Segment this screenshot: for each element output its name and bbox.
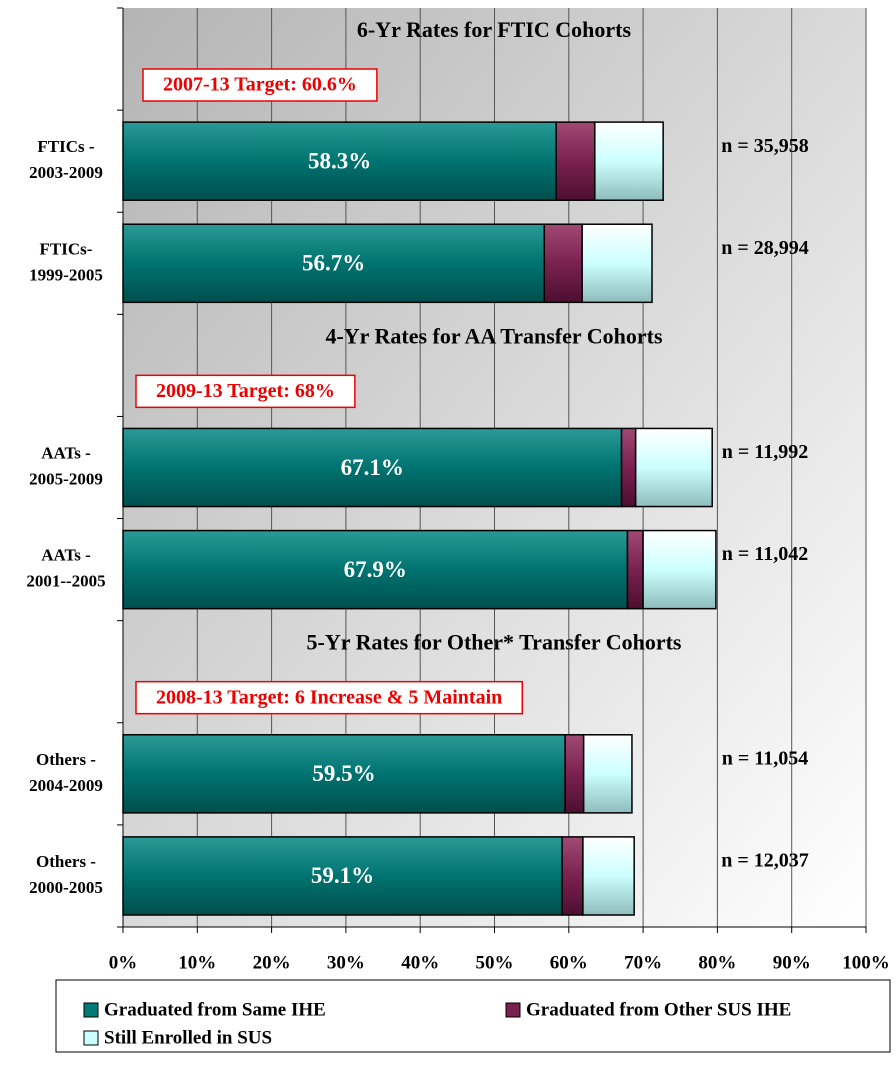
y-tick-label-line: 2003-2009 xyxy=(29,163,103,182)
legend-label: Graduated from Other SUS IHE xyxy=(526,999,791,1020)
bar-segment xyxy=(543,223,583,304)
bar-segment xyxy=(581,223,653,304)
bar-segment xyxy=(122,529,629,610)
legend-label: Graduated from Same IHE xyxy=(104,999,326,1020)
target-label: 2007-13 Target: 60.6% xyxy=(163,74,357,96)
y-tick-label: AATs - 2005-2009 xyxy=(29,443,103,488)
x-tick-label: 10% xyxy=(178,952,216,973)
y-tick-label-line: 2000-2005 xyxy=(29,878,103,897)
bar-segment xyxy=(634,427,713,508)
legend-box xyxy=(55,979,891,1053)
bar-segment xyxy=(122,427,623,508)
section-title: 6-Yr Rates for FTIC Cohorts xyxy=(357,17,632,42)
y-tick-label-line: FTICs - xyxy=(37,137,94,156)
bar-segment xyxy=(582,734,633,814)
bar-segment xyxy=(122,223,546,304)
bar-segment xyxy=(122,836,563,916)
bar-segment xyxy=(122,121,557,201)
data-label: 58.3% xyxy=(308,148,371,173)
bar-segment xyxy=(642,529,717,610)
y-tick-label-line: AATs - xyxy=(41,443,91,462)
y-tick-label-line: Others - xyxy=(36,852,96,871)
legend-swatch xyxy=(505,1002,521,1018)
bar-segment xyxy=(626,529,644,610)
y-tick-label-line: 2005-2009 xyxy=(29,469,103,488)
y-tick-label: FTICs- 1999-2005 xyxy=(29,239,103,284)
y-tick-label: Others - 2000-2005 xyxy=(29,852,103,897)
data-label: 59.1% xyxy=(311,863,374,888)
x-tick-label: 30% xyxy=(327,952,365,973)
y-tick-label: AATs - 2001--2005 xyxy=(26,546,105,591)
target-label: 2009-13 Target: 68% xyxy=(156,380,335,402)
x-tick-label: 80% xyxy=(698,952,736,973)
legend-swatch xyxy=(83,1002,99,1018)
y-tick-label-line: 1999-2005 xyxy=(29,265,103,284)
x-tick-label: 100% xyxy=(842,952,890,973)
legend-swatch xyxy=(83,1030,99,1046)
bar-segment xyxy=(582,836,635,916)
n-label: n = 12,037 xyxy=(721,850,809,872)
data-label: 67.1% xyxy=(341,455,404,480)
y-tick-label: FTICs - 2003-2009 xyxy=(29,137,103,182)
x-tick-label: 90% xyxy=(773,952,811,973)
x-tick-label: 50% xyxy=(476,952,514,973)
x-tick-label: 40% xyxy=(401,952,439,973)
target-box xyxy=(142,68,378,102)
bar-segment xyxy=(564,734,585,814)
bar-segment xyxy=(561,836,584,916)
x-tick-label: 60% xyxy=(550,952,588,973)
data-label: 56.7% xyxy=(302,251,365,276)
section-title: 4-Yr Rates for AA Transfer Cohorts xyxy=(325,323,663,348)
y-tick-label-line: Others - xyxy=(36,750,96,769)
y-tick-label-line: 2004-2009 xyxy=(29,776,103,795)
x-tick-label: 20% xyxy=(253,952,291,973)
x-tick-label: 70% xyxy=(624,952,662,973)
legend-label: Still Enrolled in SUS xyxy=(104,1027,272,1048)
bar-segment xyxy=(620,427,637,508)
n-label: n = 28,994 xyxy=(721,237,809,259)
y-tick-label-line: 2001--2005 xyxy=(26,572,105,591)
target-box xyxy=(135,374,356,409)
data-label: 67.9% xyxy=(344,557,407,582)
bar-segment xyxy=(555,121,596,201)
n-label: n = 11,042 xyxy=(722,543,808,565)
y-tick-label: Others - 2004-2009 xyxy=(29,750,103,795)
data-label: 59.5% xyxy=(312,761,375,786)
bar-segment xyxy=(122,734,566,814)
section-title: 5-Yr Rates for Other* Transfer Cohorts xyxy=(307,630,682,655)
n-label: n = 11,054 xyxy=(722,747,808,769)
y-tick-label-line: FTICs- xyxy=(40,239,93,258)
n-label: n = 35,958 xyxy=(721,135,809,157)
target-label: 2008-13 Target: 6 Increase & 5 Maintain xyxy=(156,686,502,708)
x-tick-label: 0% xyxy=(109,952,138,973)
target-box xyxy=(135,680,524,715)
n-label: n = 11,992 xyxy=(722,441,808,463)
y-tick-label-line: AATs - xyxy=(41,546,91,565)
bar-segment xyxy=(594,121,664,201)
